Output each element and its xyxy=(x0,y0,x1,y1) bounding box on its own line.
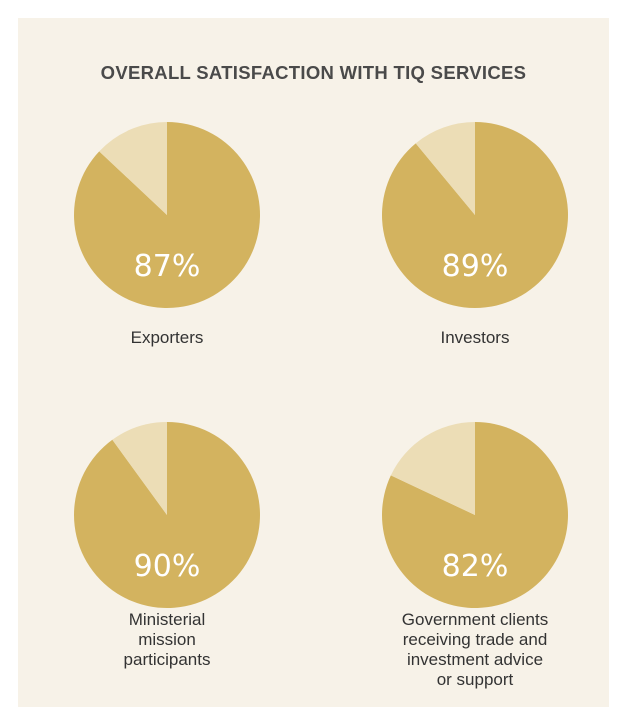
pie-label-line: Ministerial xyxy=(128,610,206,629)
pie-label-line: investment advice xyxy=(406,650,544,669)
pie-value-label-investors: 89% xyxy=(442,249,509,284)
pie-slice-exporters-remainder xyxy=(99,122,167,215)
pie-label-government-clients: Government clients receiving trade and inv… xyxy=(365,610,585,690)
pie-value-label-exporters: 87% xyxy=(134,249,201,284)
pie-slice-exporters-satisfied xyxy=(74,122,261,308)
pie-label-line: participants xyxy=(123,650,211,669)
pie-label-line: Exporters xyxy=(130,328,204,347)
pie-label-line: Investors xyxy=(440,328,510,347)
pie-slice-government-remainder xyxy=(390,422,475,515)
pie-label-line: Government clients xyxy=(401,610,549,629)
pie-label-ministerial-mission: Ministerial mission participants xyxy=(57,610,277,670)
pie-label-line: receiving trade and xyxy=(402,630,548,649)
pie-slice-investors-satisfied xyxy=(381,122,568,308)
pie-slice-ministerial-remainder xyxy=(112,422,167,515)
pie-chart-investors: 89% xyxy=(381,122,568,308)
pie-chart-exporters: 87% xyxy=(74,122,261,308)
pie-slice-investors-remainder xyxy=(415,122,475,215)
chart-title: OVERALL SATISFACTION WITH TIQ SERVICES xyxy=(100,62,527,83)
infographic-panel: OVERALL SATISFACTION WITH TIQ SERVICES 8… xyxy=(18,18,609,707)
pie-label-line: or support xyxy=(436,670,514,689)
pie-label-exporters: Exporters xyxy=(57,328,277,348)
pie-label-investors: Investors xyxy=(365,328,585,348)
pie-slice-ministerial-satisfied xyxy=(74,422,261,608)
pie-label-line: mission xyxy=(138,630,196,649)
pie-chart-ministerial-mission: 90% xyxy=(74,422,261,608)
pie-chart-government-clients: 82% xyxy=(381,422,568,608)
pie-value-label-ministerial: 90% xyxy=(134,549,201,584)
pie-slice-government-satisfied xyxy=(381,422,568,608)
pie-value-label-government: 82% xyxy=(442,549,509,584)
